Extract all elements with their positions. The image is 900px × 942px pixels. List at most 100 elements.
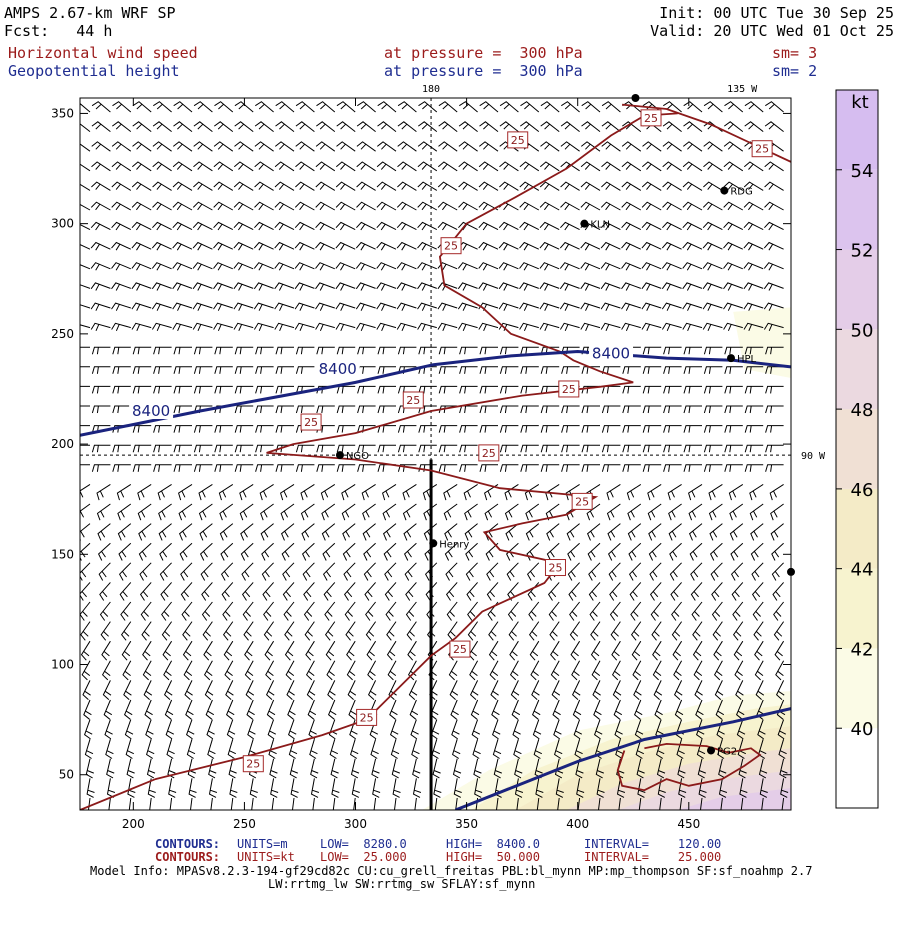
wind-barb xyxy=(469,680,479,700)
wind-barb xyxy=(499,464,519,472)
wind-barb xyxy=(159,562,172,581)
contours-interval: INTERVAL= 25.000 xyxy=(584,850,722,864)
wind-barb xyxy=(777,719,787,740)
wind-barb xyxy=(600,262,621,271)
wind-barb xyxy=(255,101,274,113)
wind-barb xyxy=(600,282,621,291)
wind-barb xyxy=(622,385,641,394)
speed-label-text: 25 xyxy=(246,758,260,771)
wind-barb xyxy=(447,621,458,641)
wind-barb xyxy=(294,262,315,271)
wind-barb xyxy=(539,181,560,191)
wind-barb xyxy=(702,262,723,271)
wind-barb xyxy=(588,582,601,601)
wind-barb xyxy=(91,181,111,191)
wind-barb xyxy=(172,322,193,332)
wind-barb xyxy=(342,523,356,541)
wind-barb xyxy=(622,366,641,374)
wind-barb xyxy=(540,405,560,414)
wind-barb xyxy=(280,523,295,541)
wind-barb xyxy=(446,601,458,621)
y-tick-label: 150 xyxy=(51,547,74,561)
wind-barb xyxy=(210,797,214,810)
wind-barb xyxy=(255,366,274,374)
wind-barb xyxy=(199,523,213,541)
wind-barb xyxy=(228,758,237,779)
wind-barb xyxy=(182,621,193,641)
wind-barb xyxy=(239,503,254,521)
wind-barb xyxy=(254,201,274,211)
wind-barb xyxy=(478,322,499,332)
station-label: KLN xyxy=(590,220,610,231)
wind-barb xyxy=(581,444,600,453)
wind-barb xyxy=(385,601,397,621)
wind-barb xyxy=(492,719,501,740)
wind-barb xyxy=(186,719,195,740)
wind-barb xyxy=(744,101,764,113)
contours-label: CONTOURS: xyxy=(155,837,221,851)
colorbar-frame xyxy=(835,89,879,809)
wind-barb xyxy=(295,141,315,152)
wind-barb xyxy=(131,282,152,291)
wind-barb xyxy=(253,282,274,291)
wind-barb xyxy=(661,241,682,251)
wind-barb xyxy=(600,302,621,311)
wind-barb xyxy=(730,562,744,581)
wind-barb xyxy=(498,221,519,231)
wind-barb xyxy=(417,141,438,152)
wind-barb xyxy=(315,221,336,231)
wind-barb xyxy=(392,778,401,798)
wind-barb xyxy=(539,241,560,251)
wind-barb xyxy=(131,262,152,271)
wind-barb xyxy=(641,282,662,291)
wind-barb xyxy=(488,621,499,641)
wind-barb xyxy=(744,405,764,414)
wind-barb xyxy=(661,262,682,271)
wind-barb xyxy=(282,582,295,601)
wind-barb xyxy=(418,346,437,355)
wind-barb xyxy=(117,523,132,541)
wind-barb xyxy=(275,425,294,433)
wind-barb xyxy=(779,758,788,779)
field1-level: at pressure = 300 hPa xyxy=(384,44,583,62)
wind-barb xyxy=(253,262,274,271)
wind-barb xyxy=(264,640,275,661)
wind-barb xyxy=(355,241,376,251)
wind-barb xyxy=(396,302,417,311)
wind-barb xyxy=(316,101,336,113)
wind-barb xyxy=(295,405,315,414)
wind-barb xyxy=(112,385,131,394)
wind-barb xyxy=(280,483,295,501)
wind-barb xyxy=(682,161,703,172)
wind-barb xyxy=(683,385,702,394)
wind-barb xyxy=(220,542,234,561)
wind-barb xyxy=(458,201,478,211)
wind-barb xyxy=(554,739,563,759)
wind-barb xyxy=(336,425,356,433)
station-dot xyxy=(707,746,716,755)
wind-barb xyxy=(763,262,784,271)
wind-barb xyxy=(315,262,335,271)
wind-barb xyxy=(117,503,132,521)
wind-barb xyxy=(184,680,193,700)
wind-barb xyxy=(724,101,744,113)
wind-barb xyxy=(382,503,397,521)
wind-barb xyxy=(581,425,600,433)
wind-barb xyxy=(559,302,580,311)
wind-barb xyxy=(735,699,745,720)
wind-barb xyxy=(718,758,727,779)
wind-barb xyxy=(214,385,233,394)
wind-barb xyxy=(591,660,601,681)
wind-barb xyxy=(200,562,213,581)
wind-barb xyxy=(91,346,111,355)
wind-barb xyxy=(702,322,723,332)
model-info-line1: Model Info: MPASv8.2.3-194-gf29cd82c CU:… xyxy=(90,864,813,878)
wind-barb xyxy=(377,444,396,453)
wind-barb xyxy=(152,161,172,172)
wind-barb xyxy=(101,640,111,661)
wind-barb xyxy=(112,121,132,132)
wind-barb xyxy=(192,221,213,231)
model-info-line2: LW:rrtmg_lw SW:rrtmg_sw SFLAY:sf_mynn xyxy=(268,877,536,891)
station-label: Henry xyxy=(439,539,469,550)
wind-barb xyxy=(335,282,356,291)
